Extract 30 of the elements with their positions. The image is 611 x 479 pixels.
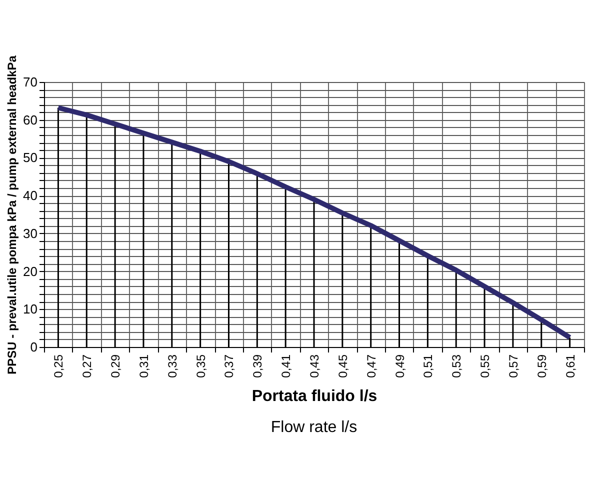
x-tick-label: 0,27 bbox=[80, 354, 94, 378]
x-tick-label: 0,57 bbox=[506, 354, 520, 378]
x-tick-label: 0,61 bbox=[563, 354, 578, 378]
x-tick-label: 0,59 bbox=[534, 354, 549, 378]
x-tick-label: 0,37 bbox=[222, 354, 236, 378]
y-tick-label: 10 bbox=[23, 302, 38, 317]
y-tick-label: 20 bbox=[23, 264, 38, 279]
y-tick-label: 70 bbox=[23, 74, 38, 90]
x-tick-label: 0,31 bbox=[136, 354, 151, 378]
y-tick-label: 50 bbox=[23, 150, 38, 166]
x-tick-label: 0,25 bbox=[52, 354, 66, 378]
y-tick-label: 30 bbox=[23, 226, 38, 241]
x-tick-label: 0,39 bbox=[250, 354, 265, 378]
y-tick-label: 0 bbox=[30, 340, 38, 354]
x-tick-label: 0,33 bbox=[165, 354, 180, 378]
x-tick-label: 0,41 bbox=[279, 354, 294, 378]
x-tick-label: 0,43 bbox=[308, 354, 322, 378]
y-tick-label: 60 bbox=[23, 112, 38, 128]
text: Flow rate l/s bbox=[270, 419, 358, 436]
x-tick-label: 0,45 bbox=[336, 354, 350, 378]
x-axis-title: Portata fluido l/s bbox=[252, 388, 378, 405]
x-tick-label: 0,29 bbox=[108, 354, 123, 378]
x-tick-label: 0,47 bbox=[364, 354, 378, 378]
x-tick-label: 0,51 bbox=[421, 354, 436, 378]
y-tick-label: 40 bbox=[23, 188, 38, 204]
x-tick-label: 0,49 bbox=[392, 354, 407, 378]
x-tick-label: 0,55 bbox=[478, 354, 492, 378]
y-axis-title: PPSU - preval.utile pompa kPa / pump external headkPa bbox=[5, 55, 20, 374]
x-tick-label: 0,35 bbox=[194, 354, 208, 378]
x-tick-label: 0,53 bbox=[450, 354, 464, 378]
